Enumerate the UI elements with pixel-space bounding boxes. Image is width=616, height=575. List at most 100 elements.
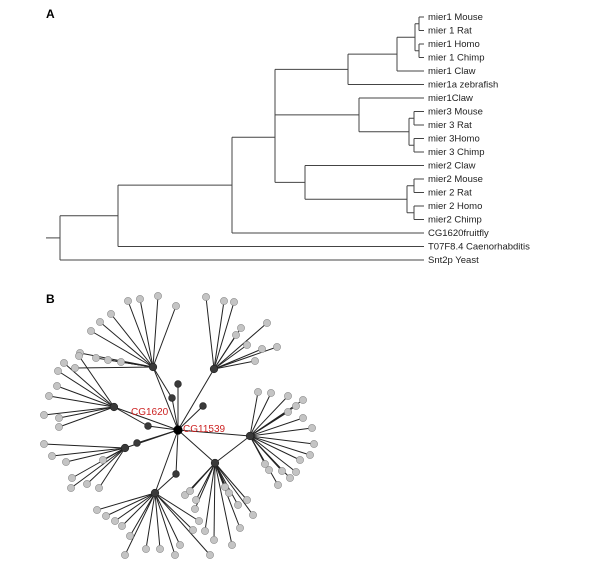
network-edge <box>152 295 159 368</box>
network-edge <box>74 366 154 369</box>
network-edge <box>249 435 283 472</box>
network-leaf-node <box>286 474 294 482</box>
network-edge <box>214 462 233 546</box>
network-leaf-node <box>60 359 68 367</box>
network-edge <box>113 406 149 427</box>
network-edge <box>249 391 259 437</box>
leaf-label-cg1620: CG1620fruitfly <box>428 228 489 239</box>
network-leaf-node <box>53 382 61 390</box>
leaf-label-m2homo: mier 2 Homo <box>428 201 482 212</box>
network-edge <box>90 330 154 368</box>
network-leaf-node <box>96 318 104 326</box>
network-leaf-node <box>75 352 83 360</box>
network-edge <box>205 296 215 370</box>
network-edge <box>152 366 179 431</box>
network-leaf-node <box>228 541 236 549</box>
network-hub-node <box>245 431 255 441</box>
network-leaf-node <box>234 501 242 509</box>
network-hub-node <box>199 402 207 410</box>
network-edge <box>58 406 115 428</box>
network-label-cg1620: CG1620 <box>131 407 169 418</box>
network-leaf-node <box>308 424 316 432</box>
network-leaf-node <box>299 396 307 404</box>
network-leaf-node <box>202 293 210 301</box>
network-leaf-node <box>124 297 132 305</box>
network-leaf-node <box>45 392 53 400</box>
network-hub-node <box>133 439 141 447</box>
network-leaf-node <box>40 411 48 419</box>
network-edge <box>58 406 115 419</box>
network-hub-node <box>120 443 130 453</box>
leaf-label-m1mouse: mier1 Mouse <box>428 12 483 23</box>
network-edge <box>175 429 179 475</box>
network-leaf-node <box>176 541 184 549</box>
leaf-label-m1claw2: mier1Claw <box>428 93 473 104</box>
network-leaf-node <box>210 536 218 544</box>
network-edge <box>154 429 179 494</box>
network-leaf-node <box>68 474 76 482</box>
network-leaf-node <box>251 357 259 365</box>
network-leaf-node <box>55 414 63 422</box>
network-hub-node <box>150 488 160 498</box>
network-leaf-node <box>220 297 228 305</box>
network-edge <box>154 492 161 550</box>
network-leaf-node <box>292 402 300 410</box>
network-leaf-node <box>261 460 269 468</box>
leaf-label-m2rat: mier 2 Rat <box>428 188 472 199</box>
network-edge <box>154 492 194 531</box>
network-edge <box>56 385 115 408</box>
network-leaf-node <box>232 331 240 339</box>
network-edge <box>249 435 266 465</box>
network-edge <box>96 492 156 511</box>
network-edge <box>102 447 126 461</box>
network-edge <box>124 492 156 556</box>
network-leaf-node <box>171 551 179 559</box>
network-leaf-node <box>192 496 200 504</box>
network-edge <box>249 435 301 461</box>
network-hub-node <box>210 458 220 468</box>
network-edge <box>189 462 216 492</box>
network-edges <box>43 295 315 556</box>
network-leaf-node <box>83 480 91 488</box>
network-leaf-node <box>111 517 119 525</box>
network-edge <box>113 406 179 431</box>
network-leaf-node <box>284 392 292 400</box>
network-leaf-node <box>236 524 244 532</box>
leaf-label-m1homo: mier1 Homo <box>428 39 480 50</box>
network-edge <box>249 435 297 473</box>
network-edge <box>213 360 256 370</box>
network-edge <box>249 411 289 437</box>
network-leaf-node <box>278 467 286 475</box>
panel-a-label: A <box>46 7 55 21</box>
network-leaf-node <box>201 527 209 535</box>
network-edge <box>214 462 226 488</box>
leaf-label-m2mouse: mier2 Mouse <box>428 174 483 185</box>
network-leaf-node <box>126 532 134 540</box>
leaf-label-snt2p: Snt2p Yeast <box>428 255 479 266</box>
network-edge <box>136 429 179 444</box>
network-edge <box>249 435 311 456</box>
network-edge <box>177 405 204 431</box>
network-edge <box>154 473 177 494</box>
network-leaf-node <box>258 345 266 353</box>
network-edge <box>145 492 156 550</box>
network-hub-node <box>109 402 119 412</box>
network-leaf-node <box>67 484 75 492</box>
network-edge <box>213 462 216 541</box>
leaf-label-m2claw: mier2 Claw <box>428 161 476 172</box>
network-leaf-node <box>142 545 150 553</box>
leaf-label-m3rat: mier 3 Rat <box>428 120 472 131</box>
network-edge <box>43 443 126 449</box>
network-leaf-node <box>225 489 233 497</box>
network-leaf-node <box>118 522 126 530</box>
network-hub-node <box>209 364 219 374</box>
network-edge <box>127 300 154 368</box>
network-edge <box>152 366 173 399</box>
network-edge <box>214 462 248 501</box>
network-edge <box>43 406 115 416</box>
network-leaf-node <box>306 451 314 459</box>
network-leaf-node <box>156 545 164 553</box>
network-leaf-node <box>299 414 307 422</box>
leaf-label-m3chimp: mier 3 Chimp <box>428 147 485 158</box>
network-edge <box>249 427 313 437</box>
